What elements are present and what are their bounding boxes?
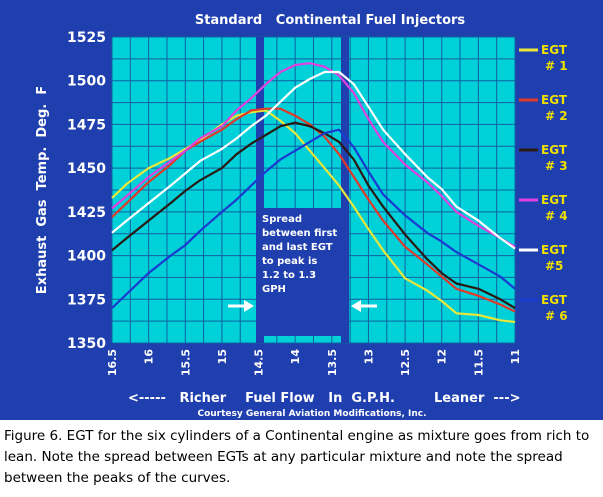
arrow-right-head (351, 300, 362, 312)
legend-label: # 3 (545, 159, 568, 173)
highlight-band (341, 37, 350, 343)
x-axis-label-leaner: Leaner ---> (434, 391, 521, 406)
x-tick-label: 12 (436, 349, 449, 364)
x-tick-label: 15 (216, 349, 229, 364)
series-line (111, 128, 516, 309)
y-tick-label: 1350 (67, 336, 106, 352)
annotation-line: 1.2 to 1.3 (262, 270, 316, 281)
y-tick-label: 1475 (67, 117, 106, 133)
series-lines (111, 62, 516, 324)
y-tick-labels: 1525 1500 1475 1450 1425 1400 1375 1350 (67, 30, 106, 352)
legend-label: EGT (541, 93, 568, 107)
series-line (111, 62, 516, 248)
y-tick-label: 1500 (67, 74, 106, 90)
y-axis-label: Exhaust Gas Temp. Deg. F (35, 86, 50, 294)
legend-label: # 2 (545, 109, 568, 123)
legend-label: EGT (541, 193, 568, 207)
x-axis-label-richer: <----- Richer (128, 391, 227, 406)
y-tick-label: 1400 (67, 249, 106, 265)
highlight-bands (256, 37, 350, 343)
annotation: Spread between first and last EGT to peak i… (228, 208, 378, 336)
chart-title: Standard Continental Fuel Injectors (195, 13, 466, 28)
series-line (111, 109, 516, 324)
series-line (111, 121, 516, 309)
legend-label: EGT (541, 43, 568, 57)
legend-label: # 1 (545, 59, 568, 73)
legend: EGT # 1 EGT # 2 EGT # 3 EGT # 4 EGT #5 EGT # 6 (519, 43, 568, 323)
legend-label: # 6 (545, 309, 568, 323)
x-tick-label: 16 (143, 349, 156, 365)
legend-label: EGT (541, 143, 568, 157)
x-axis-label: Fuel Flow In G.P.H. (245, 391, 395, 406)
annotation-line: GPH (262, 284, 286, 295)
legend-label: #5 (545, 259, 563, 273)
annotation-text: Spread between first and last EGT to peak i… (262, 214, 337, 295)
legend-label: EGT (541, 243, 568, 257)
series-line (111, 70, 516, 250)
y-tick-label: 1375 (67, 292, 106, 308)
annotation-arrows (228, 300, 378, 312)
figure-caption: Figure 6. EGT for the six cylinders of a… (4, 428, 590, 486)
y-tick-label: 1525 (67, 30, 106, 46)
x-tick-label: 14 (289, 349, 302, 365)
x-tick-label: 16.5 (106, 349, 119, 376)
y-tick-label: 1425 (67, 205, 106, 221)
arrow-left-head (244, 300, 255, 312)
annotation-box (258, 208, 348, 336)
x-tick-label: 15.5 (179, 349, 192, 376)
legend-label: # 4 (545, 209, 568, 223)
x-tick-label: 13 (362, 349, 375, 364)
credit-text: Courtesy General Aviation Modifications,… (197, 409, 426, 419)
highlight-band (256, 37, 265, 343)
annotation-line: between first (262, 228, 337, 239)
x-tick-label: 12.5 (399, 349, 412, 376)
x-tick-label: 13.5 (326, 349, 339, 376)
annotation-line: Spread (262, 214, 302, 225)
legend-label: EGT (541, 293, 568, 307)
x-tick-label: 11 (509, 349, 522, 364)
x-tick-labels: 16.5 16 15.5 15 14.5 14 13.5 13 12.5 12 11.5 11 (106, 349, 522, 376)
x-tick-label: 14.5 (253, 349, 266, 376)
annotation-line: and last EGT (262, 242, 333, 253)
y-tick-label: 1450 (67, 161, 106, 177)
x-tick-label: 11.5 (472, 349, 485, 376)
annotation-line: to peak is (262, 256, 317, 267)
